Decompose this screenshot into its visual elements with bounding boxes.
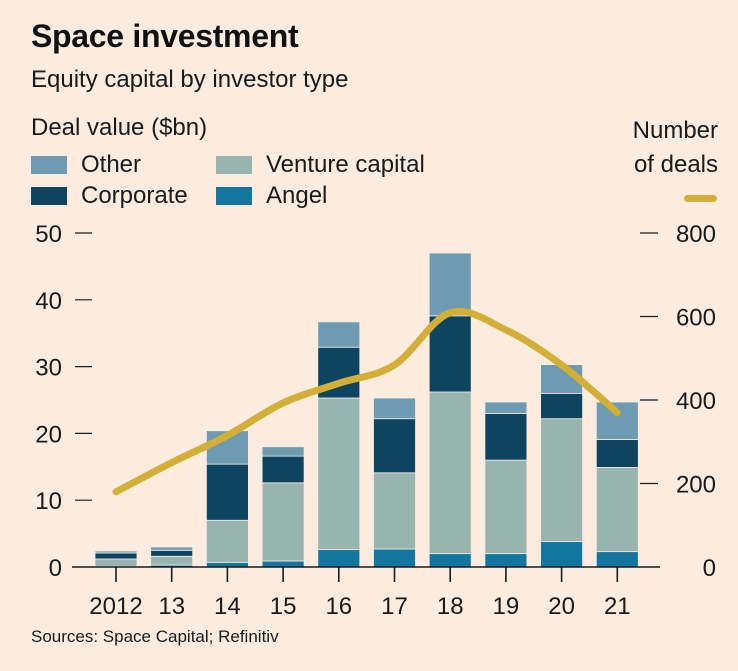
x-axis-tick-label: 13 bbox=[158, 593, 185, 620]
bar-segment-other bbox=[428, 252, 472, 317]
right-axis-label-line-1: Number bbox=[632, 117, 718, 144]
right-axis-label-line-2: of deals bbox=[633, 151, 718, 178]
right-axis-label: Number of deals bbox=[633, 114, 718, 182]
deals-line-legend-key bbox=[684, 195, 717, 202]
bar-segment-corporate bbox=[484, 412, 528, 461]
bar-segment-corporate bbox=[595, 439, 639, 468]
chart-subtitle: Equity capital by investor type bbox=[31, 66, 349, 93]
legend-label-corporate: Corporate bbox=[81, 181, 188, 209]
right-axis-tick-label: 400 bbox=[676, 388, 716, 415]
bar-segment-corporate bbox=[373, 418, 416, 474]
right-axis-tick-label: 600 bbox=[676, 305, 716, 332]
bar-segment-angel bbox=[595, 551, 639, 568]
legend-label-angel: Angel bbox=[266, 181, 328, 209]
right-axis-tick-label: 200 bbox=[676, 472, 716, 499]
left-axis-tick-label: 20 bbox=[35, 421, 62, 448]
bar-segment-venture-capital bbox=[94, 558, 138, 567]
x-axis-tick-label: 17 bbox=[381, 593, 408, 620]
legend-swatch-other bbox=[31, 155, 67, 174]
left-axis-tick-label: 30 bbox=[35, 355, 62, 382]
bar-segment-other bbox=[317, 321, 361, 348]
right-axis-tick-label: 800 bbox=[676, 221, 716, 248]
legend-swatch-corporate bbox=[31, 186, 67, 205]
legend-label-other: Other bbox=[81, 150, 142, 178]
bar-segment-angel bbox=[540, 541, 583, 568]
bar-segment-venture-capital bbox=[595, 467, 639, 553]
x-axis-tick-label: 2012 bbox=[89, 593, 142, 620]
bar-segment-corporate bbox=[428, 315, 472, 393]
legend-label-venture-capital: Venture capital bbox=[266, 150, 425, 178]
left-axis-tick-label: 40 bbox=[35, 288, 62, 315]
right-axis-tick-label: 0 bbox=[703, 555, 716, 582]
bar-segment-other bbox=[261, 446, 305, 457]
bar-segment-angel bbox=[373, 548, 416, 568]
bar-segment-corporate bbox=[540, 392, 583, 420]
legend-item-angel: Angel bbox=[216, 181, 446, 210]
bar-segment-venture-capital bbox=[261, 482, 305, 562]
legend: Other Venture capital Corporate Angel bbox=[31, 150, 446, 210]
bar-segment-venture-capital bbox=[428, 391, 472, 555]
x-axis-tick-label: 16 bbox=[325, 593, 352, 620]
bar-segment-other bbox=[150, 546, 194, 551]
bar-segment-corporate bbox=[205, 463, 249, 521]
left-axis-tick-label: 10 bbox=[35, 488, 62, 515]
legend-item-corporate: Corporate bbox=[31, 181, 216, 210]
bar-segment-venture-capital bbox=[317, 397, 361, 551]
legend-item-venture-capital: Venture capital bbox=[216, 150, 446, 179]
legend-swatch-angel bbox=[216, 186, 252, 205]
chart-title: Space investment bbox=[31, 18, 299, 54]
bar-segment-other bbox=[373, 397, 416, 420]
left-axis-tick-label: 50 bbox=[35, 221, 62, 248]
x-axis-tick-label: 20 bbox=[548, 593, 575, 620]
left-axis-tick-label: 0 bbox=[49, 555, 62, 582]
bar-segment-angel bbox=[317, 549, 361, 568]
bar-segment-venture-capital bbox=[150, 555, 194, 566]
bar-segment-angel bbox=[428, 553, 472, 568]
bar-segment-venture-capital bbox=[484, 459, 528, 555]
deals-line bbox=[112, 307, 621, 496]
x-axis-tick-label: 21 bbox=[604, 593, 631, 620]
x-axis-tick-label: 19 bbox=[493, 593, 520, 620]
bar-segment-venture-capital bbox=[373, 472, 416, 550]
bar-segment-other bbox=[484, 401, 528, 414]
x-axis-tick-label: 15 bbox=[270, 593, 297, 620]
bar-segment-other bbox=[595, 401, 639, 440]
legend-swatch-venture-capital bbox=[216, 155, 252, 174]
bar-segment-corporate bbox=[150, 549, 194, 557]
legend-item-other: Other bbox=[31, 150, 216, 179]
x-axis-tick-label: 18 bbox=[437, 593, 464, 620]
x-axis-tick-label: 14 bbox=[214, 593, 241, 620]
left-axis-label: Deal value ($bn) bbox=[31, 114, 208, 141]
bar-segment-venture-capital bbox=[540, 418, 583, 543]
bar-segment-venture-capital bbox=[205, 519, 249, 563]
bar-segment-other bbox=[94, 550, 138, 554]
bar-segment-angel bbox=[261, 560, 305, 568]
bar-segment-corporate bbox=[94, 552, 138, 560]
bar-segment-angel bbox=[484, 553, 528, 568]
source-note: Sources: Space Capital; Refinitiv bbox=[31, 627, 279, 646]
bar-segment-corporate bbox=[261, 455, 305, 484]
